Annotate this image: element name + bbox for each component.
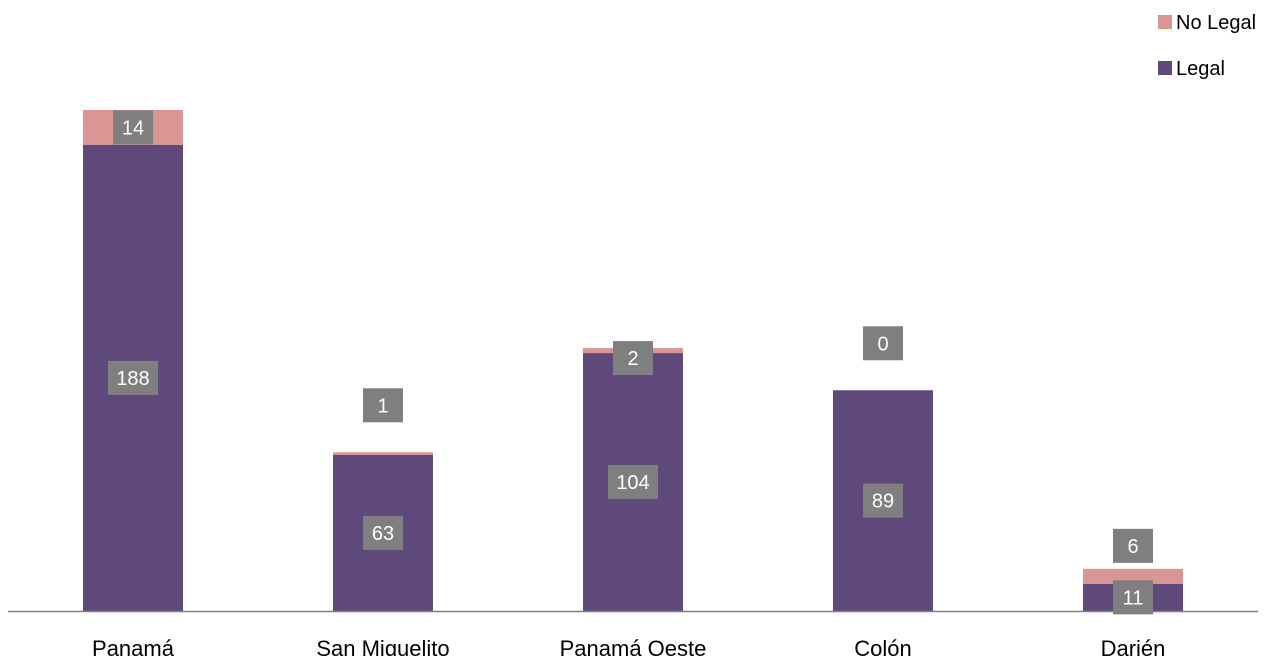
data-label-no-legal-panama: 14: [113, 110, 153, 145]
data-label-legal-darien-text: 11: [1123, 587, 1144, 609]
legend-swatch-no-legal: [1158, 15, 1172, 29]
category-labels-layer: Panamá San Miguelito Panamá Oeste Colón Dari…: [92, 636, 1166, 661]
data-label-legal-san-miguelito-box: [363, 515, 403, 550]
category-label-san-miguelito: San Miguelito: [316, 636, 449, 656]
data-label-legal-panama-text: 188: [116, 368, 149, 390]
data-label-no-legal-colon-box: [863, 326, 903, 361]
data-label-legal-panama-box: [108, 360, 158, 395]
data-label-legal-panama-oeste-text: 104: [616, 472, 649, 494]
legend-swatch-legal: [1158, 61, 1172, 75]
category-label-panama: Panamá: [92, 636, 175, 656]
data-label-legal-panama: 188: [108, 360, 158, 395]
data-label-no-legal-panama-oeste: 2: [613, 341, 653, 376]
data-label-no-legal-darien-text: 6: [1127, 536, 1138, 558]
data-label-no-legal-colon-text: 0: [877, 333, 888, 355]
category-label-panama-oeste: Panamá Oeste: [560, 636, 707, 656]
category-label-colon: Colón: [854, 636, 911, 656]
data-labels-layer: 188 14 63 1 104 2 89 0 11 6: [108, 110, 1153, 615]
data-label-no-legal-san-miguelito-box: [363, 388, 403, 423]
legend: No Legal Legal: [1158, 12, 1256, 80]
data-label-legal-colon-text: 89: [872, 491, 894, 513]
data-label-no-legal-panama-oeste-box: [613, 341, 653, 376]
data-label-legal-darien-box: [1113, 580, 1153, 615]
bar-no-legal-san-miguelito: [333, 452, 433, 455]
data-label-no-legal-colon: 0: [863, 326, 903, 361]
data-label-legal-panama-oeste: 104: [608, 465, 658, 500]
data-label-legal-colon: 89: [863, 483, 903, 518]
data-label-legal-san-miguelito-text: 63: [372, 523, 394, 545]
data-label-no-legal-darien: 6: [1113, 528, 1153, 563]
bar-no-legal-darien: [1083, 568, 1183, 584]
data-label-legal-san-miguelito: 63: [363, 515, 403, 550]
data-label-no-legal-san-miguelito: 1: [363, 388, 403, 423]
data-label-no-legal-panama-text: 14: [122, 117, 144, 139]
category-label-darien: Darién: [1101, 636, 1166, 656]
legend-item-legal: Legal: [1158, 58, 1225, 80]
legend-label-legal: Legal: [1176, 58, 1225, 80]
data-label-no-legal-panama-oeste-text: 2: [627, 348, 638, 370]
data-label-legal-panama-oeste-box: [608, 465, 658, 500]
data-label-legal-colon-box: [863, 483, 903, 518]
data-label-no-legal-panama-box: [113, 110, 153, 145]
data-label-legal-darien: 11: [1113, 580, 1153, 615]
data-label-no-legal-darien-box: [1113, 528, 1153, 563]
data-label-no-legal-san-miguelito-text: 1: [377, 395, 388, 417]
legend-label-no-legal: No Legal: [1176, 12, 1256, 34]
legend-item-no-legal: No Legal: [1158, 12, 1256, 34]
